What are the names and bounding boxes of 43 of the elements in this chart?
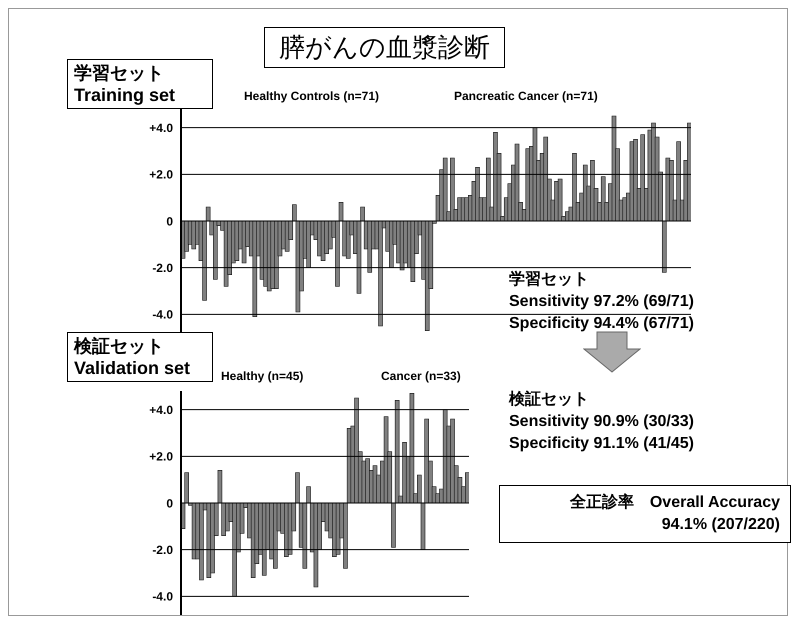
- bar: [465, 472, 469, 504]
- bar: [669, 160, 674, 222]
- annotation: 学習セット Sensitivity 97.2% (69/71) Specificity 94.4% (67/71): [509, 270, 694, 334]
- bar: [314, 502, 318, 588]
- y-tick-label: -4.0: [152, 590, 174, 604]
- bar: [442, 158, 448, 222]
- text: Healthy (n=45): [221, 369, 304, 383]
- bar: [372, 465, 378, 504]
- bar: [199, 502, 204, 580]
- y-tick-label: +2.0: [149, 168, 174, 182]
- bar: [242, 220, 246, 264]
- y-tick-label: 0: [166, 214, 174, 228]
- bar: [687, 122, 691, 222]
- text: 全正診率 Overall Accuracy 94.1% (207/220): [499, 485, 791, 543]
- text: 検証セット Sensitivity 90.9% (30/33) Specificity 91.1% (41/45): [509, 389, 694, 454]
- bar: [676, 141, 681, 222]
- y-tick-label: +4.0: [149, 402, 174, 417]
- bar: [612, 116, 616, 222]
- bar: [486, 158, 491, 222]
- text: Pancreatic Cancer (n=71): [454, 89, 598, 103]
- y-tick-label: +4.0: [149, 120, 174, 135]
- bar: [558, 178, 562, 222]
- bar: [475, 167, 480, 222]
- bar: [378, 220, 383, 326]
- bar: [402, 442, 407, 504]
- bar: [354, 398, 359, 504]
- y-tick-label: -4.0: [152, 308, 174, 322]
- chart-title: 膵がんの血漿診断: [264, 27, 505, 68]
- bar: [450, 418, 455, 504]
- bar: [514, 144, 520, 222]
- y-tick-label: -2.0: [152, 542, 174, 557]
- y-tick-label: 0: [166, 496, 174, 510]
- chart-subtitle: 検証セット Validation set: [67, 332, 213, 382]
- bar: [633, 139, 638, 222]
- bar: [213, 220, 218, 280]
- bar: [572, 153, 577, 222]
- y-tick-label: -2.0: [152, 260, 174, 275]
- bar: [410, 393, 414, 504]
- chart-subtitle: 学習セット Training set: [67, 59, 213, 109]
- bar: [450, 158, 455, 222]
- y-tick-label: +2.0: [149, 450, 174, 464]
- text: Healthy Controls (n=71): [244, 89, 380, 103]
- text: Cancer (n=33): [381, 369, 461, 383]
